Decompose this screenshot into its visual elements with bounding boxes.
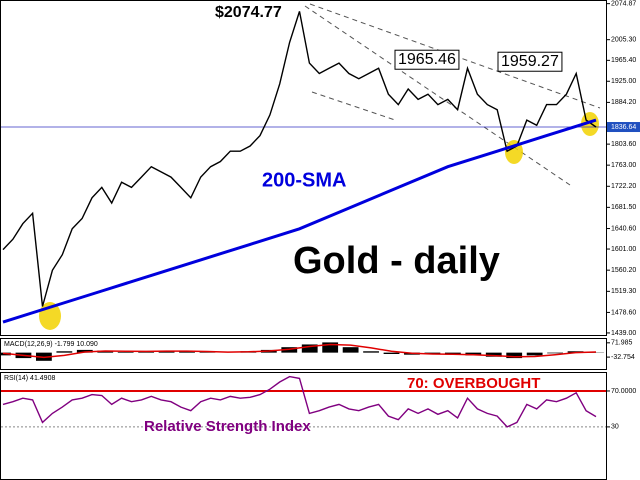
y-tick-label: 1439.00 (611, 330, 636, 337)
series-line (2, 343, 597, 359)
histogram-bar (179, 351, 195, 353)
annotation-box (497, 51, 563, 72)
y-tick-label: 71.985 (611, 340, 633, 347)
price-label: 1836.64 (611, 124, 636, 131)
annotation: $2074.77 (215, 4, 282, 21)
annotation: Relative Strength Index (144, 418, 311, 435)
histogram-bar (117, 351, 134, 353)
y-tick-label: 70.0000 (611, 388, 636, 395)
annotation: Gold - daily (293, 240, 500, 282)
price-panel (0, 0, 607, 336)
y-tick-label: 1560.20 (611, 267, 636, 274)
series-line (2, 375, 597, 428)
annotation: 1965.46 (398, 51, 456, 68)
trend-line (311, 91, 396, 121)
y-tick-label: 1763.00 (611, 162, 636, 169)
histogram-bar (547, 352, 564, 354)
y-tick-label: 1884.20 (611, 99, 636, 106)
series-line (2, 11, 597, 307)
panel-title: RSI(14) 41.4908 (4, 375, 55, 382)
y-tick-label: -32.754 (611, 354, 635, 361)
y-tick-label: 1925.00 (611, 78, 636, 85)
y-tick-label: 1601.00 (611, 246, 636, 253)
price-box (607, 122, 640, 133)
histogram-bar (56, 351, 73, 353)
y-tick-label: 1478.60 (611, 309, 636, 316)
y-tick-label: 1965.40 (611, 57, 636, 64)
y-tick-label: 2005.30 (611, 37, 636, 44)
y-tick-label: 1519.30 (611, 288, 636, 295)
histogram-bar (199, 351, 216, 353)
y-tick-label: 2074.87 (611, 1, 636, 8)
histogram-bar (301, 344, 318, 353)
histogram-bar (383, 352, 400, 354)
y-tick-label: 1722.20 (611, 183, 636, 190)
annotation: 1959.27 (501, 53, 559, 70)
histogram-bar (322, 342, 339, 353)
histogram-bar (485, 352, 502, 357)
y-tick-label: 1640.60 (611, 225, 636, 232)
panel-title: MACD(12,26,9) -1.799 10.090 (4, 341, 98, 348)
annotation-box (394, 49, 460, 70)
series-line (2, 118, 597, 324)
series-label: 200-SMA (262, 169, 346, 191)
annotation: 70: OVERBOUGHT (407, 375, 540, 392)
y-tick-label: 1803.60 (611, 141, 636, 148)
y-tick-label: 1681.50 (611, 204, 636, 211)
histogram-bar (506, 352, 523, 359)
histogram-bar (342, 347, 359, 353)
y-tick-label: 30 (611, 424, 619, 431)
histogram-bar (363, 351, 379, 353)
histogram-bar (526, 352, 543, 356)
